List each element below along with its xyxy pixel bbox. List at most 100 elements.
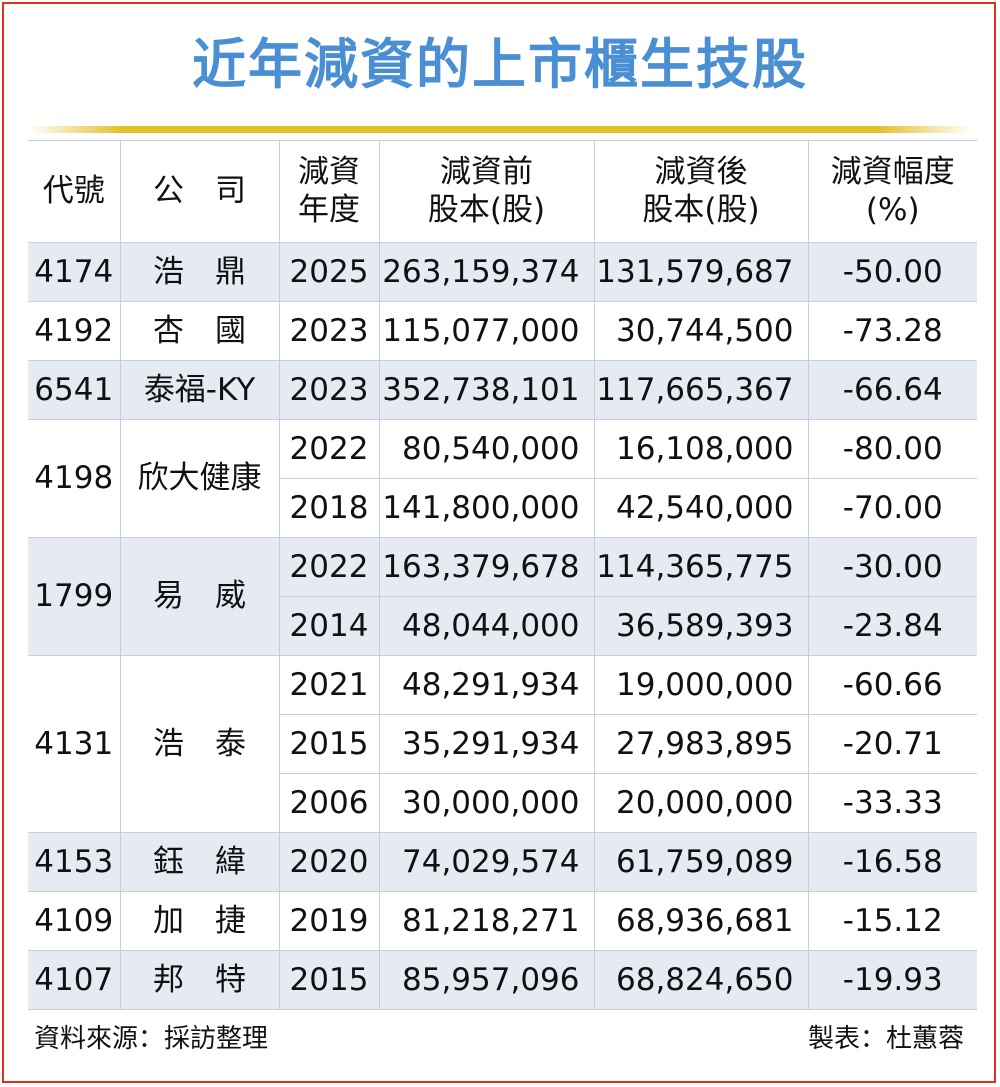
header-before: 減資前 股本(股)	[378, 140, 595, 243]
cell-code: 1799	[28, 537, 121, 656]
cell-code: 4174	[28, 242, 121, 302]
cell-reduction-pct: -16.58	[807, 832, 977, 892]
cell-year: 2021	[278, 655, 380, 715]
cell-before-capital: 30,000,000	[378, 773, 595, 833]
cell-year: 2018	[279, 478, 380, 538]
cell-reduction-pct: -50.00	[807, 242, 977, 302]
cell-before-capital: 263,159,374	[378, 242, 595, 302]
cell-code: 4109	[28, 891, 121, 951]
cell-before-capital: 74,029,574	[378, 832, 595, 892]
cell-after-capital: 36,589,393	[593, 596, 809, 656]
cell-reduction-pct: -66.64	[807, 360, 977, 420]
cell-reduction-pct: -19.93	[807, 950, 977, 1010]
title-underline	[28, 126, 972, 133]
header-pct: 減資幅度 (%)	[807, 140, 977, 243]
cell-reduction-pct: -80.00	[807, 419, 977, 479]
table-row: 2015 35,291,934 27,983,895 -20.71	[28, 714, 977, 774]
cell-before-capital: 85,957,096	[378, 950, 595, 1010]
cell-before-capital: 80,540,000	[378, 419, 595, 479]
cell-after-capital: 30,744,500	[593, 301, 809, 361]
cell-before-capital: 35,291,934	[378, 714, 595, 774]
cell-before-capital: 352,738,101	[378, 360, 595, 420]
cell-year: 2015	[279, 714, 380, 774]
cell-reduction-pct: -30.00	[807, 537, 977, 597]
table-row: 2014 48,044,000 36,589,393 -23.84	[28, 596, 977, 656]
header-before-line1: 減資前	[440, 154, 533, 191]
cell-year: 2015	[278, 950, 380, 1010]
table-row: 4153 鈺 緯 2020 74,029,574 61,759,089 -16.58	[28, 832, 977, 892]
table-row: 1799 易 威 2022 163,379,678 114,365,775 -30.00	[28, 537, 977, 656]
cell-company: 泰福-KY	[119, 360, 280, 420]
header-pct-line1: 減資幅度	[830, 154, 955, 191]
cell-code: 4198	[28, 419, 121, 538]
cell-year: 2023	[278, 360, 380, 420]
cell-code: 4192	[28, 301, 121, 361]
table-row: 4107 邦 特 2015 85,957,096 68,824,650 -19.93	[28, 950, 977, 1010]
header-after-line1: 減資後	[654, 154, 748, 191]
cell-reduction-pct: -23.84	[807, 596, 977, 656]
header-row: 代號 公 司 減資 年度 減資前 股本(股) 減資後 股本(股) 減資幅度 (%)	[28, 140, 977, 243]
cell-before-capital: 115,077,000	[378, 301, 595, 361]
header-after-line2: 股本(股)	[642, 191, 760, 228]
table-row: 4109 加 捷 2019 81,218,271 68,936,681 -15.12	[28, 891, 977, 951]
cell-year: 2014	[279, 596, 380, 656]
cell-year: 2019	[278, 891, 380, 951]
cell-year: 2022	[278, 419, 380, 479]
header-year: 減資 年度	[278, 140, 380, 243]
maker-note: 製表：杜蕙蓉	[807, 1024, 964, 1054]
header-before-line2: 股本(股)	[427, 191, 546, 228]
cell-reduction-pct: -33.33	[807, 773, 977, 833]
cell-code: 6541	[28, 360, 121, 420]
table-row: 4198 欣大健康 2022 80,540,000 16,108,000 -80.00	[28, 419, 977, 538]
cell-company: 杏 國	[119, 301, 280, 361]
cell-year: 2025	[278, 242, 380, 302]
cell-after-capital: 131,579,687	[593, 242, 809, 302]
capital-reduction-table: 代號 公 司 減資 年度 減資前 股本(股) 減資後 股本(股) 減資幅度 (%) 41…	[28, 140, 977, 1010]
cell-company: 浩 鼎	[119, 242, 280, 302]
table-body: 4174 浩 鼎 2025 263,159,374 131,579,687 -50.00 4…	[28, 242, 977, 1010]
cell-year: 2020	[278, 832, 380, 892]
cell-company: 邦 特	[119, 950, 280, 1010]
page-title: 近年減資的上市櫃生技股	[192, 33, 808, 96]
table-row: 4174 浩 鼎 2025 263,159,374 131,579,687 -50.00	[28, 242, 977, 302]
table-row: 4192 杏 國 2023 115,077,000 30,744,500 -73.28	[28, 301, 977, 361]
cell-after-capital: 61,759,089	[593, 832, 809, 892]
cell-after-capital: 16,108,000	[593, 419, 809, 479]
cell-year: 2023	[278, 301, 380, 361]
cell-after-capital: 19,000,000	[593, 655, 809, 715]
cell-company: 易 威	[119, 537, 280, 656]
header-company: 公 司	[119, 140, 280, 243]
source-note: 資料來源：採訪整理	[34, 1024, 269, 1054]
cell-before-capital: 141,800,000	[378, 478, 595, 538]
cell-after-capital: 114,365,775	[593, 537, 809, 597]
header-after: 減資後 股本(股)	[593, 140, 809, 243]
cell-after-capital: 42,540,000	[593, 478, 809, 538]
cell-code: 4131	[28, 655, 121, 833]
cell-reduction-pct: -70.00	[807, 478, 977, 538]
cell-after-capital: 68,824,650	[593, 950, 809, 1010]
cell-after-capital: 117,665,367	[593, 360, 809, 420]
table-row: 2006 30,000,000 20,000,000 -33.33	[28, 773, 977, 833]
table-row: 6541 泰福-KY 2023 352,738,101 117,665,367 -66.6…	[28, 360, 977, 420]
cell-after-capital: 68,936,681	[593, 891, 809, 951]
cell-year: 2022	[278, 537, 380, 597]
cell-year: 2006	[279, 773, 380, 833]
cell-company: 加 捷	[119, 891, 280, 951]
cell-company: 欣大健康	[119, 419, 280, 538]
cell-after-capital: 20,000,000	[593, 773, 809, 833]
cell-after-capital: 27,983,895	[593, 714, 809, 774]
table-row: 4131 浩 泰 2021 48,291,934 19,000,000 -60.66	[28, 655, 977, 833]
cell-before-capital: 81,218,271	[378, 891, 595, 951]
header-code: 代號	[28, 140, 121, 243]
cell-reduction-pct: -60.66	[807, 655, 977, 715]
cell-before-capital: 48,044,000	[378, 596, 595, 656]
cell-company: 浩 泰	[119, 655, 280, 833]
cell-reduction-pct: -20.71	[807, 714, 977, 774]
cell-code: 4153	[28, 832, 121, 892]
header-year-line2: 年度	[298, 191, 360, 228]
header-pct-line2: (%)	[865, 191, 920, 228]
header-year-line1: 減資	[298, 154, 360, 191]
cell-company: 鈺 緯	[119, 832, 280, 892]
cell-reduction-pct: -73.28	[807, 301, 977, 361]
